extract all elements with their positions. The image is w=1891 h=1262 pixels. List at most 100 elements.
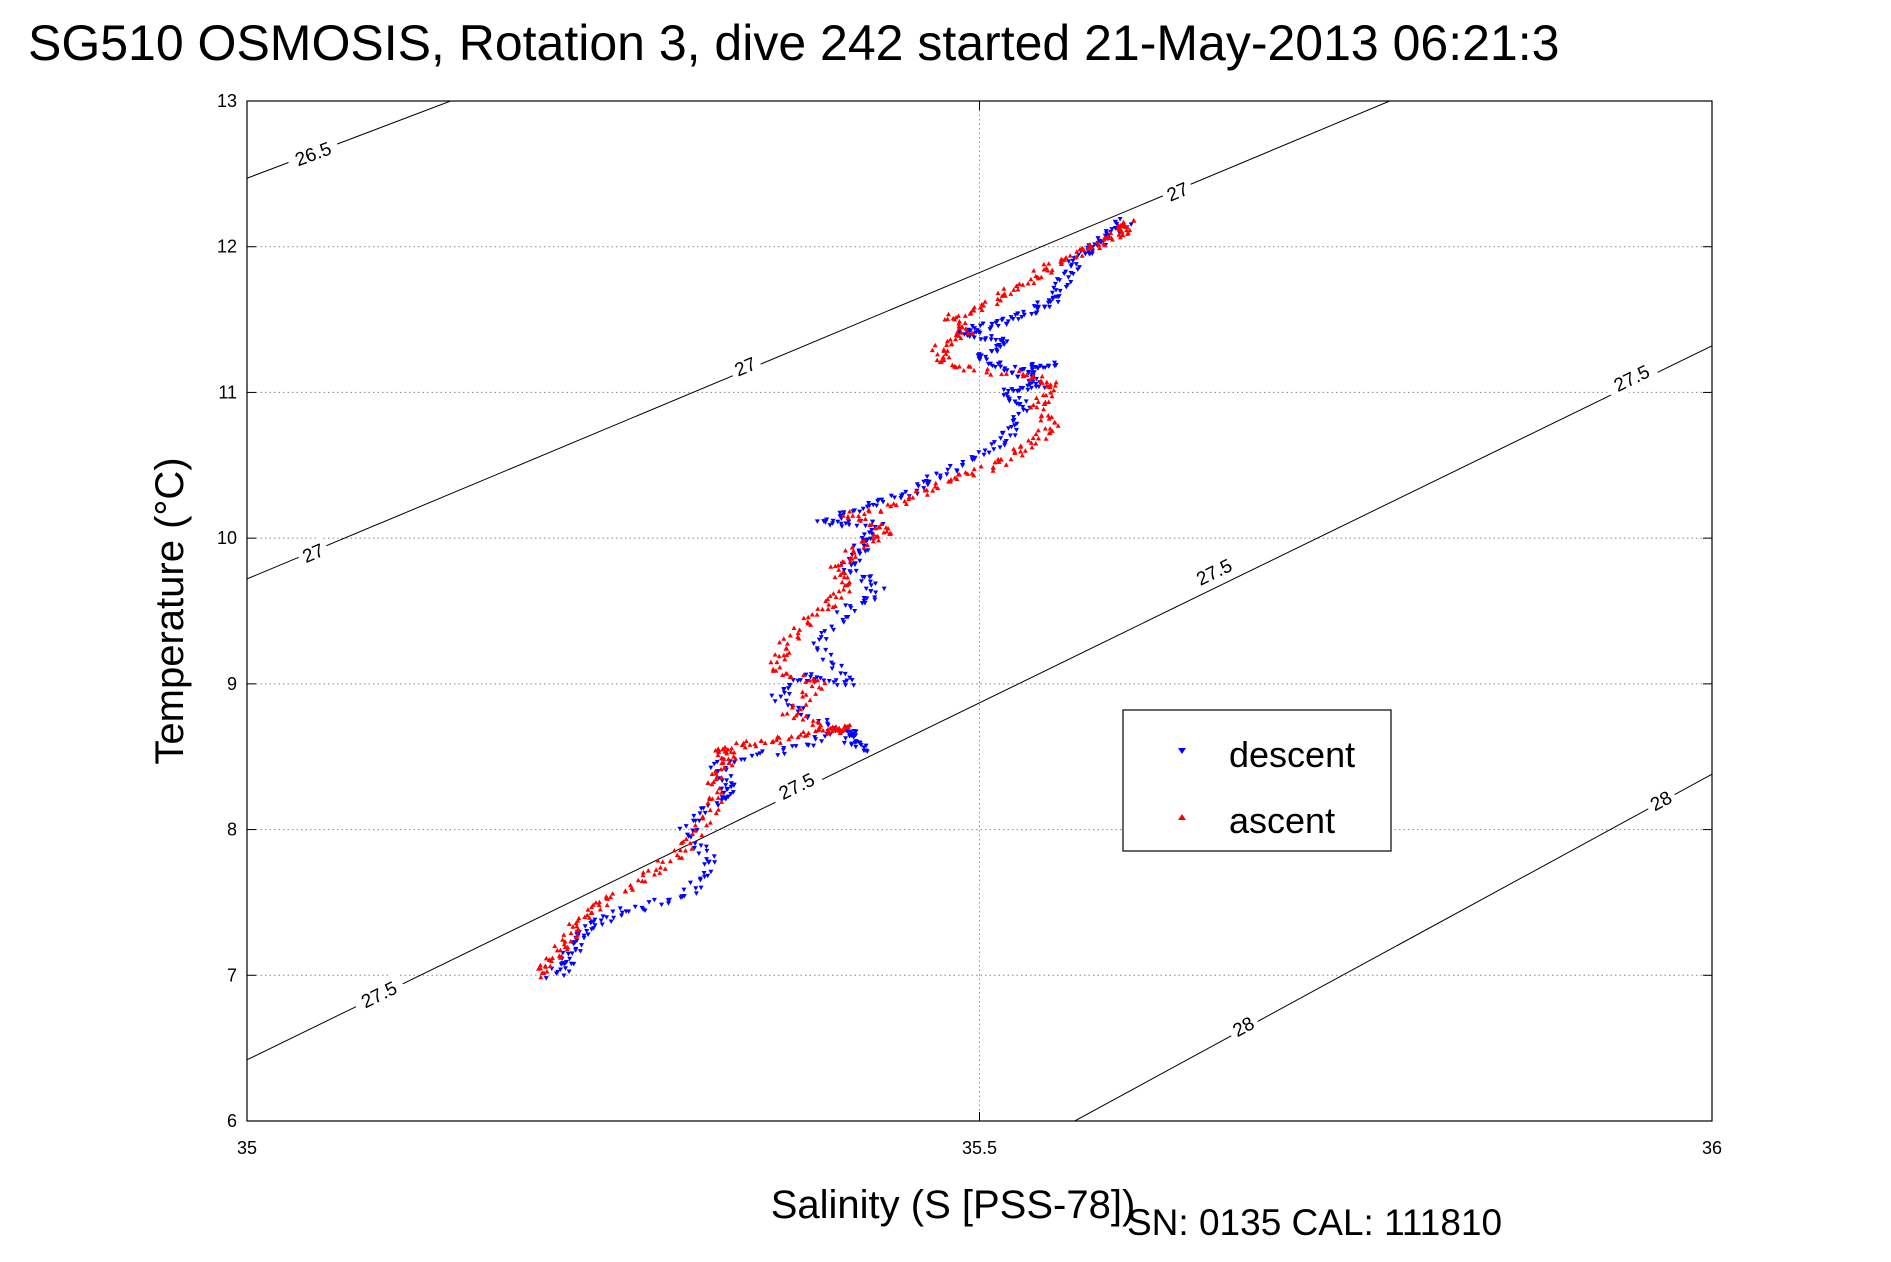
descent-point	[582, 924, 588, 929]
ascent-point	[826, 602, 832, 607]
descent-point	[843, 736, 849, 741]
descent-point	[1048, 299, 1054, 305]
ascent-point	[544, 969, 550, 974]
descent-point	[811, 641, 817, 647]
ascent-point	[971, 367, 977, 373]
descent-point	[749, 753, 755, 759]
descent-point	[867, 579, 873, 585]
ascent-point	[798, 706, 804, 712]
ascent-point	[864, 542, 870, 547]
ascent-point	[780, 672, 786, 677]
ascent-point	[832, 603, 838, 608]
descent-point	[834, 610, 840, 615]
descent-point	[983, 354, 989, 360]
ascent-point	[1038, 378, 1044, 384]
ascent-point	[1030, 435, 1036, 440]
descent-point	[866, 500, 872, 506]
ascent-point	[978, 464, 984, 469]
descent-point	[881, 586, 887, 592]
ascent-point	[910, 495, 916, 500]
ascent-point	[795, 634, 801, 639]
ascent-point	[888, 503, 894, 509]
ascent-point	[770, 738, 776, 744]
ascent-point	[1115, 225, 1121, 231]
descent-point	[1019, 314, 1025, 320]
descent-point	[698, 806, 704, 812]
descent-point	[1005, 395, 1011, 400]
ascent-point	[935, 485, 941, 491]
ascent-point	[800, 729, 806, 734]
descent-point	[843, 683, 849, 688]
descent-point	[731, 760, 737, 765]
density-contours	[247, 101, 1712, 1121]
y-axis-ticks: 6 7 8 9 10 11 12 13	[217, 91, 1712, 1131]
ascent-point	[715, 795, 721, 800]
y-tick-label: 7	[227, 965, 237, 985]
contour-label-gap	[1602, 355, 1661, 401]
descent-point	[781, 690, 787, 696]
ascent-point	[726, 760, 732, 766]
ascent-point	[795, 734, 801, 740]
descent-point	[823, 637, 829, 642]
descent-point	[852, 561, 858, 566]
descent-point	[992, 364, 998, 370]
descent-point	[839, 524, 845, 529]
ascent-point	[1013, 283, 1019, 289]
ascent-point	[674, 852, 680, 858]
descent-point	[1014, 421, 1020, 427]
descent-point	[1012, 433, 1018, 438]
ascent-point	[784, 710, 790, 716]
ascent-point	[791, 625, 797, 630]
descent-point	[991, 440, 997, 445]
descent-point	[1040, 365, 1046, 371]
ascent-point	[809, 683, 815, 689]
descent-point	[997, 338, 1003, 343]
ascent-point	[787, 674, 793, 679]
descent-point	[1004, 392, 1010, 397]
ascent-point	[977, 305, 983, 310]
ascent-point	[640, 872, 646, 878]
descent-point	[972, 326, 978, 331]
ascent-point	[856, 513, 862, 519]
ascent-point	[847, 508, 853, 514]
descent-point	[991, 447, 997, 452]
descent-point	[697, 876, 703, 882]
ascent-point	[839, 579, 845, 585]
ascent-point	[584, 912, 590, 918]
ascent-point	[1108, 230, 1114, 235]
descent-point	[1014, 401, 1020, 407]
ascent-point	[1124, 227, 1130, 233]
ascent-point	[965, 330, 971, 336]
ascent-point	[1046, 261, 1052, 266]
ascent-point	[662, 866, 668, 871]
ascent-point	[997, 297, 1003, 303]
ascent-point	[651, 872, 657, 877]
descent-point	[558, 967, 564, 972]
descent-point	[892, 495, 898, 500]
ascent-point	[861, 545, 867, 550]
ascent-point	[800, 693, 806, 699]
density-contour-27	[247, 101, 1390, 580]
descent-point	[821, 678, 827, 683]
ascent-point	[1041, 261, 1047, 267]
descent-point	[696, 851, 702, 856]
descent-point	[584, 928, 590, 934]
descent-point	[961, 332, 967, 337]
ascent-point	[1052, 383, 1058, 388]
x-tick-label: 35	[237, 1138, 257, 1158]
descent-point	[851, 735, 857, 740]
descent-point	[824, 718, 830, 723]
ascent-point	[996, 459, 1002, 464]
descent-point	[778, 694, 784, 700]
ascent-point	[808, 622, 814, 627]
descent-point	[843, 603, 849, 608]
contour-label-gap	[1224, 1008, 1263, 1044]
descent-point	[843, 521, 849, 526]
ascent-point	[791, 715, 797, 721]
descent-point	[581, 935, 587, 941]
ascent-point	[944, 338, 950, 344]
descent-point	[824, 517, 830, 522]
ascent-point	[718, 766, 724, 772]
descent-point	[864, 537, 870, 542]
descent-point	[879, 497, 885, 503]
